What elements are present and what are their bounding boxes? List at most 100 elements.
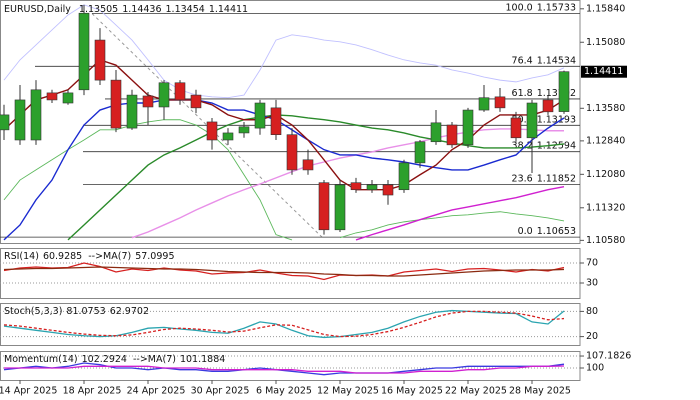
fib-price: 1.14534 bbox=[537, 55, 576, 66]
y-tick-label: 70 bbox=[586, 258, 598, 269]
indicator-title: Momentum(14) bbox=[4, 354, 78, 365]
ohlc-open: 1.13505 bbox=[79, 4, 118, 15]
fib-level: 50.0 bbox=[512, 114, 533, 125]
y-tick-label: 1.12080 bbox=[586, 169, 625, 180]
moving-average bbox=[131, 128, 564, 239]
candle-body bbox=[78, 12, 90, 91]
x-tick-label: 12 May 2025 bbox=[317, 386, 379, 397]
fib-label: 38.2 1.12594 bbox=[512, 140, 576, 151]
fib-level: 0.0 bbox=[518, 226, 533, 237]
candle-body bbox=[190, 94, 202, 109]
series-value: 57.0995 bbox=[135, 251, 174, 262]
candle-body bbox=[478, 97, 490, 111]
y-tick-label: 1.15080 bbox=[586, 37, 625, 48]
y-tick-label: 1.12840 bbox=[586, 135, 625, 146]
candle-body bbox=[318, 182, 330, 231]
candle-body bbox=[414, 141, 426, 164]
fib-level: 38.2 bbox=[512, 140, 533, 151]
fib-price: 1.10653 bbox=[537, 226, 576, 237]
panel-frame bbox=[0, 248, 581, 299]
fib-label: 100.0 1.15733 bbox=[506, 2, 577, 13]
candle-body bbox=[366, 184, 378, 191]
series-value: 101.1884 bbox=[180, 354, 225, 365]
candle-body bbox=[270, 107, 282, 136]
candle-body bbox=[334, 184, 346, 231]
moving-average bbox=[355, 185, 565, 241]
candle-body bbox=[510, 117, 522, 139]
fib-label: 50.0 1.13193 bbox=[512, 114, 576, 125]
candle-body bbox=[126, 94, 138, 129]
fib-label: 76.4 1.14534 bbox=[512, 55, 576, 66]
plot bbox=[3, 309, 565, 339]
candle-body bbox=[446, 124, 458, 146]
candle-body bbox=[142, 95, 154, 108]
candle-body bbox=[174, 82, 186, 101]
candle-body bbox=[382, 184, 394, 196]
series-value: 81.0753 bbox=[66, 306, 105, 317]
y-tick-label: 100 bbox=[586, 363, 604, 374]
candle-body bbox=[494, 96, 506, 109]
fib-level: 61.8 bbox=[512, 87, 533, 98]
candle-body bbox=[222, 132, 234, 141]
indicator-line bbox=[3, 262, 565, 281]
candle-body bbox=[286, 134, 298, 171]
y-tick-label: 1.15840 bbox=[586, 3, 625, 14]
x-tick-label: 30 Apr 2025 bbox=[191, 386, 250, 397]
indicator-line bbox=[3, 362, 565, 376]
indicator-header: RSI(14) 60.9285 -->MA(7) 57.0995 bbox=[4, 251, 175, 262]
plot: 100.0 1.15733 76.4 1.14534 61.8 1.13792 50.0 1.… bbox=[0, 2, 580, 241]
fib-price: 1.12594 bbox=[537, 140, 576, 151]
y-tick-label: 20 bbox=[586, 331, 598, 342]
fib-price: 1.13193 bbox=[537, 114, 576, 125]
candle-body bbox=[558, 71, 570, 112]
indicator-title: RSI(14) bbox=[4, 251, 39, 262]
indicator-header: Momentum(14) 102.2924 -->MA(7) 101.1884 bbox=[4, 354, 225, 365]
x-tick-label: 16 May 2025 bbox=[381, 386, 443, 397]
fib-price: 1.15733 bbox=[537, 2, 576, 13]
y-tick-label: 1.11320 bbox=[586, 202, 625, 213]
series-name: -->MA(7) bbox=[88, 251, 131, 262]
y-tick-label: 80 bbox=[586, 306, 598, 317]
moving-average bbox=[3, 4, 565, 99]
fib-level: 23.6 bbox=[512, 173, 533, 184]
candle-body bbox=[238, 126, 250, 134]
series-value: 62.9702 bbox=[110, 306, 149, 317]
candle-body bbox=[30, 89, 42, 141]
candle-body bbox=[430, 122, 442, 143]
series-value: 60.9285 bbox=[43, 251, 82, 262]
fib-price: 1.13792 bbox=[537, 87, 576, 98]
indicator-title: Stoch(5,3,3) bbox=[4, 306, 62, 317]
series-value: 102.2924 bbox=[82, 354, 127, 365]
plot bbox=[3, 362, 565, 376]
candle-body bbox=[206, 121, 218, 141]
panel-frame bbox=[0, 303, 581, 346]
candle-body bbox=[46, 92, 58, 101]
candle-body bbox=[62, 92, 74, 104]
fib-label: 23.6 1.11852 bbox=[512, 173, 576, 184]
candle-body bbox=[526, 102, 538, 139]
y-tick-label: 30 bbox=[586, 278, 598, 289]
y-tick-label: 1.13580 bbox=[586, 103, 625, 114]
candle-body bbox=[350, 182, 362, 191]
candle-body bbox=[462, 109, 474, 146]
candle-body bbox=[110, 79, 122, 129]
series-name: -->MA(7) bbox=[133, 354, 176, 365]
x-tick-label: 24 Apr 2025 bbox=[127, 386, 186, 397]
indicator-line bbox=[4, 365, 565, 374]
x-tick-label: 28 May 2025 bbox=[509, 386, 571, 397]
plot bbox=[3, 262, 565, 281]
chart-header: EURUSD,Daily 1.13505 1.14436 1.13454 1.14411 bbox=[4, 4, 248, 15]
fib-label: 61.8 1.13792 bbox=[512, 87, 576, 98]
panel-frame bbox=[0, 351, 581, 381]
x-tick-label: 14 Apr 2025 bbox=[0, 386, 57, 397]
indicator-line bbox=[3, 266, 565, 277]
fib-price: 1.11852 bbox=[537, 173, 576, 184]
indicator-line bbox=[3, 309, 565, 339]
candle-body bbox=[398, 162, 410, 191]
price-box bbox=[581, 65, 627, 78]
moving-average bbox=[67, 114, 565, 241]
candle-body bbox=[542, 99, 554, 113]
candle-body bbox=[158, 82, 170, 108]
candle-body bbox=[14, 99, 26, 141]
